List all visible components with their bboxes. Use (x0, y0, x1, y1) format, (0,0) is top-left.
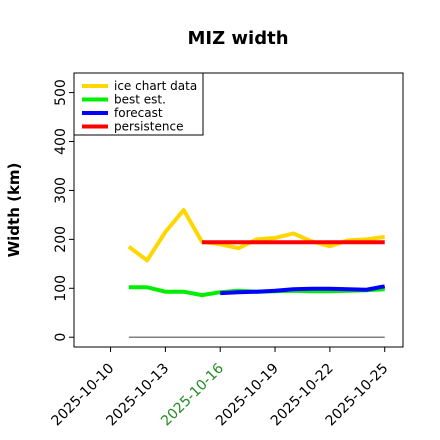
series-line-forecast (220, 284, 386, 296)
legend-label-forecast: forecast (114, 106, 163, 120)
y-tick-label: 500 (53, 79, 69, 106)
series-line-ice-chart-data (127, 208, 385, 263)
y-tick-label: 0 (53, 333, 69, 342)
y-tick-label: 400 (53, 128, 69, 155)
legend-label-ice-chart-data: ice chart data (114, 79, 197, 93)
legend-label-best-est: best est. (114, 93, 166, 107)
y-tick-label: 200 (53, 226, 69, 253)
legend-label-persistence: persistence (114, 120, 183, 134)
y-axis-label: Width (km) (5, 163, 23, 258)
plot-area (73, 72, 404, 348)
chart-title: MIZ width (187, 28, 288, 49)
y-tick-label: 300 (53, 177, 69, 204)
y-tick-label: 100 (53, 275, 69, 302)
